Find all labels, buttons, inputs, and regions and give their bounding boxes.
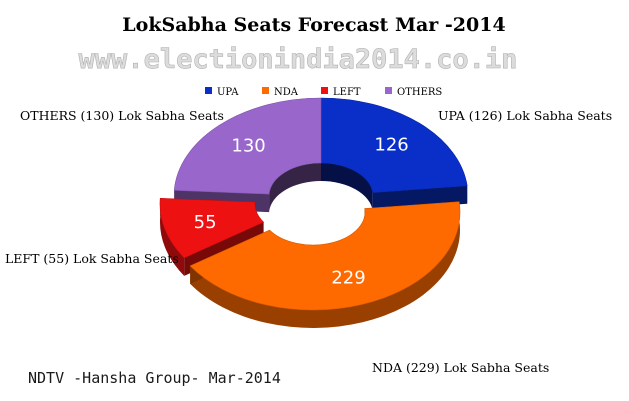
slice-top-others [173,97,322,195]
chart-title: LokSabha Seats Forecast Mar -2014 [122,14,505,36]
legend-item-left: LEFT [321,87,361,98]
legend-item-upa: UPA [205,87,239,98]
slice-side-wall [160,198,185,276]
callout-labels: UPA (126) Lok Sabha Seats NDA (229) Lok S… [5,108,612,375]
slice-side-wall [190,201,460,328]
callout-nda: NDA (229) Lok Sabha Seats [372,360,549,375]
slice-inner-wall [321,163,373,211]
callout-others: OTHERS (130) Lok Sabha Seats [20,108,224,123]
slice-top-upa [320,97,468,193]
legend-label: NDA [274,87,299,98]
legend-label: LEFT [333,87,361,98]
data-label-left: 55 [194,212,217,233]
data-label-nda: 229 [331,267,365,288]
callout-left: LEFT (55) Lok Sabha Seats [5,251,179,266]
legend-swatch [321,87,328,94]
slice-nda: 229 [189,201,461,328]
legend-item-nda: NDA [262,87,299,98]
data-label-upa: 126 [374,134,408,155]
legend: UPA NDA LEFT OTHERS [205,87,442,98]
slice-top-left [159,197,265,259]
legend-swatch [385,87,392,94]
callout-upa: UPA (126) Lok Sabha Seats [438,108,612,123]
watermark: www.electionindia2014.co.in [79,44,518,75]
legend-label: UPA [217,87,239,98]
slice-inner-wall [269,163,321,213]
legend-swatch [262,87,269,94]
source-note: NDTV -Hansha Group- Mar-2014 [28,369,281,387]
legend-swatch [205,87,212,94]
data-label-others: 130 [231,135,265,156]
pie-slices: 126 130 55 229 [159,97,468,328]
legend-item-others: OTHERS [385,87,442,98]
slice-top-nda [189,201,461,311]
legend-label: OTHERS [397,87,442,98]
